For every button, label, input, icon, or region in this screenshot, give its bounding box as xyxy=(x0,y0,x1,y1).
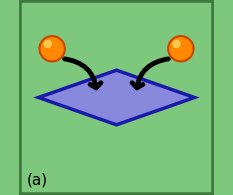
FancyArrowPatch shape xyxy=(65,59,101,88)
Circle shape xyxy=(44,40,52,48)
Circle shape xyxy=(168,36,194,61)
FancyArrowPatch shape xyxy=(132,59,168,88)
Circle shape xyxy=(172,40,181,48)
Polygon shape xyxy=(38,70,195,125)
Circle shape xyxy=(39,36,65,61)
Text: (a): (a) xyxy=(27,172,48,187)
